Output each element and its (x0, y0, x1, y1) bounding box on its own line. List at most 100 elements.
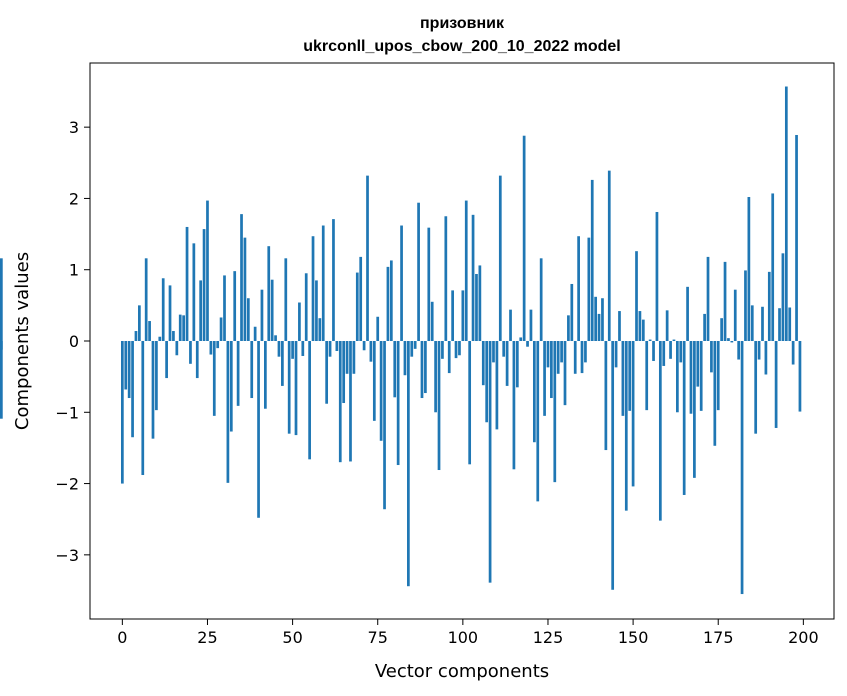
bar-111 (498, 175, 502, 341)
bar-63 (335, 341, 339, 351)
y-tick-label-2: 2 (69, 189, 79, 208)
bar-173 (710, 341, 713, 373)
bar-11 (158, 336, 162, 341)
bar-2 (127, 341, 131, 399)
bar-71 (362, 341, 366, 351)
bar-129 (560, 341, 563, 363)
bar-167 (689, 341, 693, 414)
bar-96 (447, 341, 451, 374)
bar-78 (386, 266, 390, 341)
bar-170 (699, 341, 703, 411)
bar-112 (502, 341, 506, 357)
bar-127 (553, 341, 557, 483)
bar-119 (526, 341, 529, 347)
bar-110 (495, 341, 499, 430)
bar-20 (189, 341, 192, 364)
bar-47 (281, 341, 284, 386)
bar-175 (716, 341, 720, 411)
bar-49 (287, 341, 291, 434)
bar-43 (267, 246, 271, 341)
bar-192 (774, 341, 778, 428)
bar-36 (243, 237, 247, 341)
bar-58 (318, 318, 322, 341)
bar-52 (298, 302, 301, 341)
bar-51 (294, 341, 298, 436)
bar-149 (628, 341, 632, 411)
bar-25 (206, 200, 209, 341)
bar-118 (522, 135, 526, 341)
bar-79 (389, 260, 393, 341)
bar-76 (379, 341, 383, 441)
bar-143 (607, 170, 611, 341)
bar-109 (492, 341, 495, 363)
bar-17 (178, 314, 182, 341)
bar-135 (580, 341, 584, 374)
bar-177 (723, 261, 727, 341)
bar-147 (621, 341, 625, 416)
bar-93 (437, 341, 441, 471)
x-tick-label-25: 25 (197, 628, 217, 647)
bar-99 (458, 341, 461, 356)
bar-89 (424, 341, 427, 394)
bar-31 (226, 341, 230, 483)
bar-series (0, 86, 802, 595)
bar-107 (485, 341, 489, 423)
bar-32 (229, 341, 233, 432)
bar-35 (240, 214, 243, 341)
bar-121 (532, 341, 536, 443)
bar-191 (771, 193, 775, 341)
x-tick-label-175: 175 (703, 628, 734, 647)
bar-23 (199, 280, 203, 341)
bar-168 (693, 341, 696, 478)
bar-0 (120, 341, 124, 484)
bar-46 (277, 341, 281, 357)
bar-28 (216, 341, 220, 349)
bar-148 (624, 341, 628, 511)
bar-42 (264, 341, 267, 409)
bar-59 (321, 225, 325, 341)
bar-137 (587, 237, 591, 341)
bar-86 (413, 341, 417, 349)
bar-80 (393, 341, 397, 398)
bar-66 (345, 341, 349, 374)
bar-176 (720, 318, 723, 341)
bar-97 (451, 290, 454, 341)
bar-18 (182, 315, 185, 341)
bar-15 (172, 331, 175, 341)
bar-184 (747, 197, 751, 341)
bar-166 (686, 286, 689, 341)
bar-12 (161, 278, 165, 341)
bar-70 (359, 256, 363, 341)
x-tick-label-50: 50 (282, 628, 302, 647)
bar-102 (468, 341, 472, 465)
bar-123 (539, 258, 543, 341)
bar-37 (246, 298, 250, 341)
bar-193 (778, 308, 781, 341)
y-tick-label-1: 1 (69, 261, 79, 280)
bar-94 (441, 341, 444, 359)
bar-30 (223, 275, 226, 341)
bar-144 (611, 341, 615, 590)
bar-180 (733, 289, 737, 341)
bar-26 (209, 341, 213, 355)
bar-41 (260, 289, 264, 341)
bar-154 (645, 341, 649, 411)
bar-128 (556, 341, 560, 374)
bar-67 (349, 341, 352, 462)
bar-140 (597, 313, 601, 341)
bar-85 (410, 341, 414, 357)
bar-72 (366, 175, 369, 341)
bar-27 (212, 341, 216, 416)
bar-155 (648, 339, 652, 341)
bar-83 (403, 341, 407, 376)
bar-131 (567, 315, 570, 341)
bar-40 (257, 341, 260, 518)
bar-73 (369, 341, 373, 362)
x-tick-label-0: 0 (117, 628, 127, 647)
bar-165 (682, 341, 686, 495)
bar-91 (430, 301, 434, 341)
bar-57 (315, 280, 318, 341)
bar-183 (744, 270, 747, 341)
bar-60 (325, 341, 329, 404)
bar-178 (727, 338, 730, 341)
